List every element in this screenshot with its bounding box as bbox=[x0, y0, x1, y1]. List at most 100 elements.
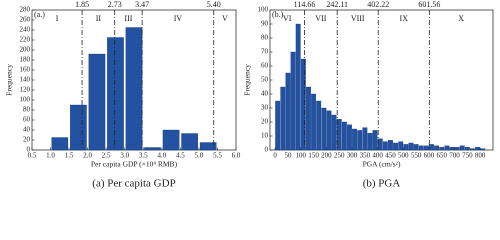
bar bbox=[413, 144, 419, 151]
x-tick-label: 2.0 bbox=[83, 152, 92, 160]
x-tick-label: 500 bbox=[398, 152, 409, 160]
bar bbox=[352, 128, 357, 151]
caption: (a) Per capita GDP bbox=[92, 178, 175, 190]
y-tick-label: 50 bbox=[261, 76, 269, 84]
x-tick-label: 1.5 bbox=[65, 152, 74, 160]
bar bbox=[144, 147, 161, 151]
x-tick-label: 6.0 bbox=[232, 152, 241, 160]
bar bbox=[107, 37, 124, 151]
region-label: X bbox=[458, 14, 464, 23]
y-tick-label: 180 bbox=[20, 56, 31, 64]
x-tick-label: 5.5 bbox=[213, 152, 222, 160]
x-tick-label: 3.0 bbox=[120, 152, 129, 160]
bar bbox=[88, 53, 106, 151]
x-tick-label: 350 bbox=[360, 152, 371, 160]
x-tick-label: 4.5 bbox=[176, 152, 185, 160]
threshold-label: 1.85 bbox=[75, 0, 89, 9]
threshold-label: 601.56 bbox=[418, 0, 440, 9]
y-axis-label: Frequency bbox=[5, 64, 14, 96]
x-tick-label: 800 bbox=[475, 152, 486, 160]
y-tick-label: 200 bbox=[20, 46, 31, 54]
bar bbox=[280, 86, 286, 151]
x-tick-label: 450 bbox=[385, 152, 396, 160]
region-label: IV bbox=[174, 14, 183, 23]
threshold-label: 3.47 bbox=[135, 0, 149, 9]
region-label: VI bbox=[283, 14, 292, 23]
threshold-label: 242.11 bbox=[326, 0, 348, 9]
bar bbox=[423, 145, 429, 151]
bar bbox=[362, 127, 368, 151]
y-tick-label: 220 bbox=[20, 36, 31, 44]
bar bbox=[316, 100, 322, 151]
y-tick-label: 140 bbox=[20, 76, 31, 84]
y-tick-label: 30 bbox=[261, 104, 269, 112]
bar bbox=[444, 145, 450, 151]
bar bbox=[341, 121, 347, 151]
bar bbox=[290, 51, 296, 151]
x-tick-label: 5.0 bbox=[195, 152, 204, 160]
bar bbox=[377, 138, 383, 151]
bar bbox=[418, 145, 424, 151]
bar bbox=[459, 145, 465, 151]
bar bbox=[336, 119, 342, 151]
x-tick-label: 2.5 bbox=[102, 152, 111, 160]
x-axis-label: Per capita GDP (×10⁴ RMB) bbox=[91, 160, 178, 169]
bar bbox=[181, 133, 198, 151]
y-tick-label: 70 bbox=[261, 48, 269, 56]
threshold-label: 2.73 bbox=[108, 0, 122, 9]
region-label: I bbox=[56, 14, 59, 23]
region-label: VIII bbox=[351, 14, 365, 23]
y-tick-label: 100 bbox=[20, 96, 31, 104]
x-tick-label: 300 bbox=[347, 152, 358, 160]
bar bbox=[162, 129, 180, 151]
region-label: IX bbox=[400, 14, 409, 23]
region-label: II bbox=[96, 14, 102, 23]
y-tick-label: 60 bbox=[261, 62, 269, 70]
bar bbox=[480, 148, 486, 151]
bar bbox=[311, 93, 316, 151]
bar bbox=[199, 142, 217, 151]
x-tick-label: 400 bbox=[372, 152, 383, 160]
bar bbox=[475, 147, 481, 151]
bar bbox=[321, 107, 327, 151]
region-label: III bbox=[124, 14, 132, 23]
bar bbox=[388, 140, 393, 151]
bar bbox=[331, 114, 337, 151]
panel-label: (b.) bbox=[272, 10, 284, 19]
panel-label: (a.) bbox=[34, 10, 45, 19]
x-axis-label: PGA (cm/s²) bbox=[363, 160, 401, 169]
x-tick-label: 600 bbox=[424, 152, 435, 160]
bar bbox=[398, 141, 404, 151]
y-tick-label: 80 bbox=[261, 34, 269, 42]
x-tick-label: 250 bbox=[334, 152, 345, 160]
x-tick-label: 3.5 bbox=[139, 152, 148, 160]
threshold-label: 5.40 bbox=[207, 0, 221, 9]
y-tick-label: 10 bbox=[261, 132, 269, 140]
x-tick-label: 550 bbox=[411, 152, 422, 160]
x-tick-label: 650 bbox=[436, 152, 447, 160]
x-tick-label: 4.0 bbox=[157, 152, 166, 160]
bar bbox=[393, 142, 399, 151]
threshold-label: 114.66 bbox=[294, 0, 316, 9]
y-tick-label: 0 bbox=[265, 146, 269, 154]
x-tick-label: 0 bbox=[273, 152, 277, 160]
y-tick-label: 80 bbox=[23, 106, 31, 114]
y-tick-label: 60 bbox=[23, 116, 31, 124]
bar bbox=[51, 137, 69, 151]
bar bbox=[454, 147, 460, 151]
bar bbox=[357, 130, 363, 151]
caption: (b) PGA bbox=[363, 178, 401, 190]
region-label: VII bbox=[315, 14, 326, 23]
bar bbox=[285, 72, 291, 151]
bar bbox=[70, 104, 87, 151]
x-tick-label: 700 bbox=[449, 152, 460, 160]
bar bbox=[372, 130, 378, 151]
bar bbox=[125, 27, 143, 151]
y-tick-label: 40 bbox=[23, 126, 31, 134]
x-tick-label: 150 bbox=[308, 152, 319, 160]
bar bbox=[347, 124, 352, 151]
threshold-label: 402.22 bbox=[367, 0, 389, 9]
y-tick-label: 260 bbox=[20, 16, 31, 24]
y-tick-label: 240 bbox=[20, 26, 31, 34]
bar bbox=[306, 86, 311, 151]
